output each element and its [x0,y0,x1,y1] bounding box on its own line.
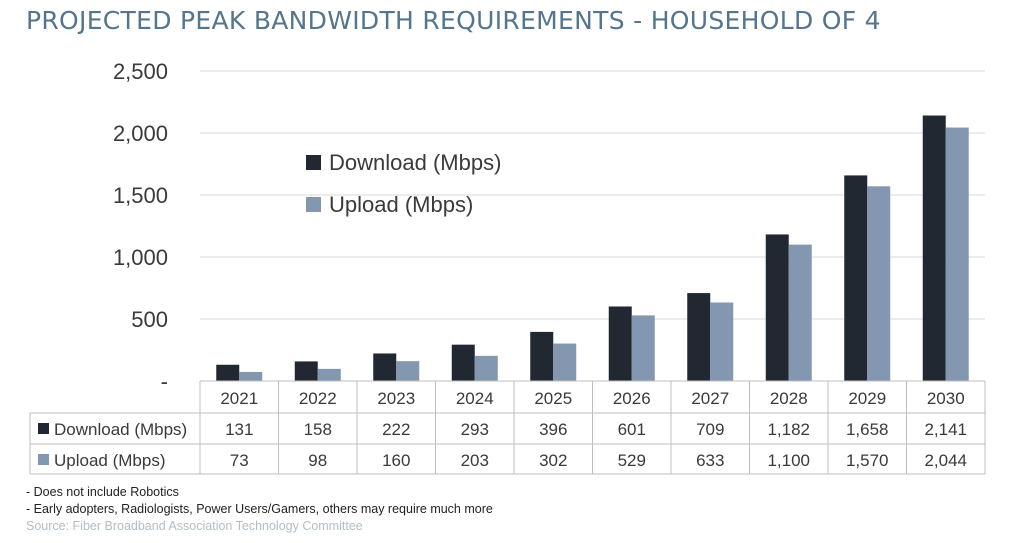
data-label: 2,141 [924,420,967,439]
upload-bar [239,371,263,381]
download-bar [922,115,946,382]
x-tick-label: 2030 [927,389,965,408]
x-tick-label: 2027 [691,389,729,408]
upload-bar [710,302,734,381]
data-label: 222 [382,420,410,439]
upload-bar [631,315,655,381]
data-label: 98 [308,451,327,470]
data-label: 293 [461,420,489,439]
download-bar [608,306,632,381]
x-tick-label: 2022 [299,389,337,408]
upload-bar [788,244,812,381]
data-label: 160 [382,451,410,470]
data-label: 396 [539,420,567,439]
x-tick-label: 2024 [456,389,494,408]
footnote-2: - Early adopters, Radiologists, Power Us… [26,502,493,516]
download-bar [765,234,789,381]
data-label: 601 [618,420,646,439]
x-tick-label: 2029 [848,389,886,408]
legend-label-upload: Upload (Mbps) [329,192,473,217]
table-row-label-download: Download (Mbps) [54,420,187,439]
x-tick-label: 2028 [770,389,808,408]
x-tick-label: 2021 [220,389,258,408]
download-bar [216,364,240,381]
data-label: 1,100 [767,451,810,470]
footnote-1: - Does not include Robotics [26,485,179,499]
table-swatch-download [38,423,49,434]
data-label: 529 [618,451,646,470]
download-bar [687,293,711,381]
bar-chart: - 500 1,000 1,500 2,000 2,500 2021 2022 2023 202… [29,59,986,475]
download-bar [451,344,475,381]
y-tick-label: 2,500 [113,59,168,84]
chart-title: PROJECTED PEAK BANDWIDTH REQUIREMENTS - … [26,6,881,35]
y-tick-label: 500 [131,307,168,332]
data-label: 1,658 [846,420,889,439]
download-bar [530,331,554,381]
data-label: 203 [461,451,489,470]
data-label: 1,182 [767,420,810,439]
source-note: Source: Fiber Broadband Association Tech… [26,519,363,533]
upload-bar [945,127,969,381]
upload-bar [553,343,577,381]
legend-swatch-download [306,155,321,170]
x-tick-label: 2023 [377,389,415,408]
table-row-label-upload: Upload (Mbps) [54,451,166,470]
data-label: 73 [230,451,249,470]
legend-swatch-upload [306,197,321,212]
y-tick-label: 1,000 [113,245,168,270]
y-tick-label: - [161,369,168,394]
legend-label-download: Download (Mbps) [329,150,501,175]
data-label: 131 [225,420,253,439]
data-label: 2,044 [924,451,967,470]
upload-bar [396,361,420,381]
upload-bar [317,368,341,381]
upload-bar [474,355,498,381]
x-tick-label: 2026 [613,389,651,408]
download-bar [844,175,868,381]
data-label: 633 [696,451,724,470]
data-label: 158 [304,420,332,439]
footnotes: - Does not include Robotics - Early adop… [26,484,493,535]
data-label: 709 [696,420,724,439]
data-label: 302 [539,451,567,470]
x-tick-label: 2025 [534,389,572,408]
y-tick-label: 2,000 [113,121,168,146]
table-swatch-upload [38,454,49,465]
download-bar [294,361,318,381]
data-label: 1,570 [846,451,889,470]
y-tick-label: 1,500 [113,183,168,208]
upload-bar [867,186,891,381]
download-bar [373,353,397,381]
